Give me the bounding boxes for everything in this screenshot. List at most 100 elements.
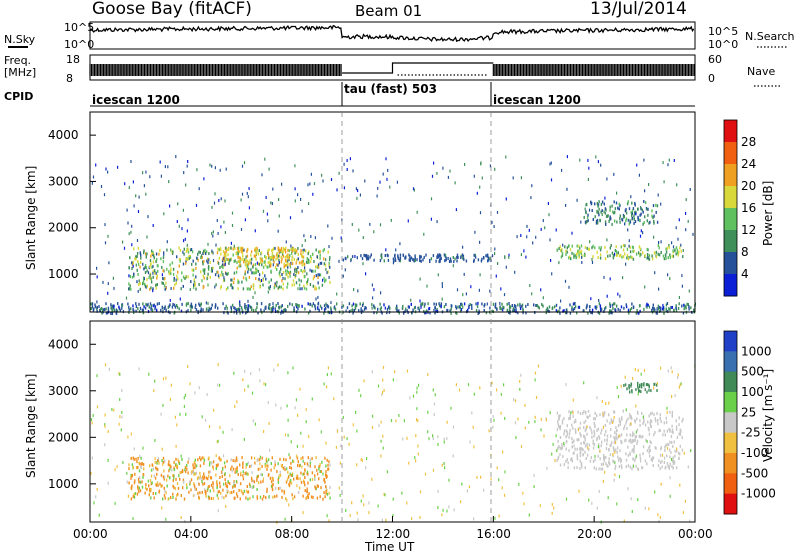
velocity-data-cell	[133, 457, 135, 461]
velocity-data-cell	[252, 485, 254, 489]
velocity-data-cell	[584, 466, 586, 470]
power-data-cell	[117, 165, 119, 169]
velocity-data-cell	[139, 489, 142, 493]
power-data-cell	[130, 230, 132, 234]
power-data-cell	[250, 250, 253, 254]
power-data-cell	[287, 262, 289, 266]
velocity-data-cell	[437, 506, 439, 509]
power-data-cell	[670, 306, 672, 309]
power-data-cell	[262, 271, 264, 275]
power-data-cell	[383, 303, 385, 307]
power-data-cell	[380, 306, 382, 310]
power-data-cell	[267, 265, 269, 269]
power-data-cell	[342, 258, 345, 262]
power-data-cell	[387, 254, 389, 258]
velocity-colorbar-tick: 100	[741, 385, 764, 399]
velocity-data-cell	[254, 461, 256, 465]
power-data-cell	[644, 189, 646, 193]
velocity-data-cell	[195, 464, 198, 468]
velocity-data-cell	[617, 424, 620, 428]
velocity-data-cell	[608, 461, 610, 465]
power-data-cell	[156, 302, 159, 306]
velocity-data-cell	[613, 416, 615, 419]
power-data-cell	[619, 220, 621, 224]
power-data-cell	[250, 306, 253, 310]
power-data-cell	[220, 225, 222, 229]
power-data-cell	[110, 312, 112, 315]
velocity-data-cell	[242, 465, 244, 469]
power-data-cell	[661, 307, 664, 311]
power-data-cell	[317, 295, 319, 299]
velocity-data-cell	[208, 474, 210, 478]
power-data-cell	[124, 182, 126, 186]
power-data-cell	[218, 199, 220, 202]
velocity-data-cell	[220, 491, 222, 495]
power-data-cell	[317, 306, 319, 309]
power-data-cell	[604, 220, 607, 224]
velocity-data-cell	[559, 427, 561, 431]
power-data-cell	[625, 262, 627, 266]
velocity-data-cell	[580, 463, 582, 467]
velocity-data-cell	[570, 411, 572, 415]
power-data-cell	[336, 188, 338, 192]
power-data-cell	[609, 246, 611, 250]
velocity-data-cell	[325, 485, 327, 489]
date-title: 13/Jul/2014	[590, 0, 687, 19]
velocity-data-cell	[672, 431, 674, 434]
power-data-cell	[592, 244, 594, 248]
power-data-cell	[362, 302, 364, 306]
velocity-data-cell	[546, 466, 548, 470]
velocity-data-cell	[434, 393, 436, 397]
velocity-data-cell	[232, 485, 234, 489]
power-data-cell	[555, 309, 558, 313]
power-data-cell	[272, 302, 274, 306]
power-data-cell	[565, 203, 567, 207]
power-data-cell	[151, 252, 153, 255]
power-data-cell	[222, 266, 224, 269]
velocity-data-cell	[671, 457, 673, 461]
power-data-cell	[660, 251, 662, 254]
velocity-data-cell	[674, 449, 676, 453]
velocity-data-cell	[583, 441, 586, 445]
power-data-cell	[271, 309, 273, 313]
power-data-cell	[455, 208, 457, 212]
power-data-cell	[209, 275, 211, 279]
power-data-cell	[505, 197, 507, 201]
power-data-cell	[374, 306, 376, 310]
power-colorbar-swatch	[724, 252, 737, 275]
velocity-data-cell	[152, 492, 154, 495]
velocity-data-cell	[96, 487, 98, 491]
power-data-cell	[271, 248, 273, 252]
velocity-data-cell	[256, 458, 259, 462]
power-data-cell	[300, 269, 302, 272]
power-data-cell	[588, 166, 590, 170]
power-data-cell	[126, 208, 128, 212]
velocity-data-cell	[617, 435, 619, 439]
power-data-cell	[398, 258, 400, 262]
velocity-data-cell	[173, 460, 175, 464]
velocity-data-cell	[569, 428, 571, 432]
power-data-cell	[690, 306, 692, 310]
velocity-data-cell	[448, 505, 450, 509]
power-data-cell	[243, 260, 245, 264]
power-data-cell	[424, 311, 426, 315]
power-data-cell	[297, 266, 299, 269]
power-data-cell	[271, 255, 273, 259]
velocity-data-cell	[446, 509, 448, 513]
velocity-data-cell	[681, 448, 684, 452]
power-data-cell	[663, 311, 665, 315]
power-data-cell	[301, 244, 303, 248]
velocity-data-cell	[670, 366, 672, 370]
velocity-data-cell	[381, 393, 383, 396]
power-data-cell	[230, 258, 232, 262]
velocity-data-cell	[522, 491, 524, 495]
power-data-cell	[275, 303, 277, 307]
power-data-cell	[131, 243, 133, 247]
velocity-data-cell	[628, 439, 630, 443]
power-data-cell	[551, 307, 553, 310]
power-data-cell	[633, 217, 635, 221]
power-data-cell	[559, 245, 561, 249]
power-data-cell	[282, 254, 284, 258]
velocity-data-cell	[142, 446, 144, 450]
power-data-cell	[396, 180, 398, 184]
